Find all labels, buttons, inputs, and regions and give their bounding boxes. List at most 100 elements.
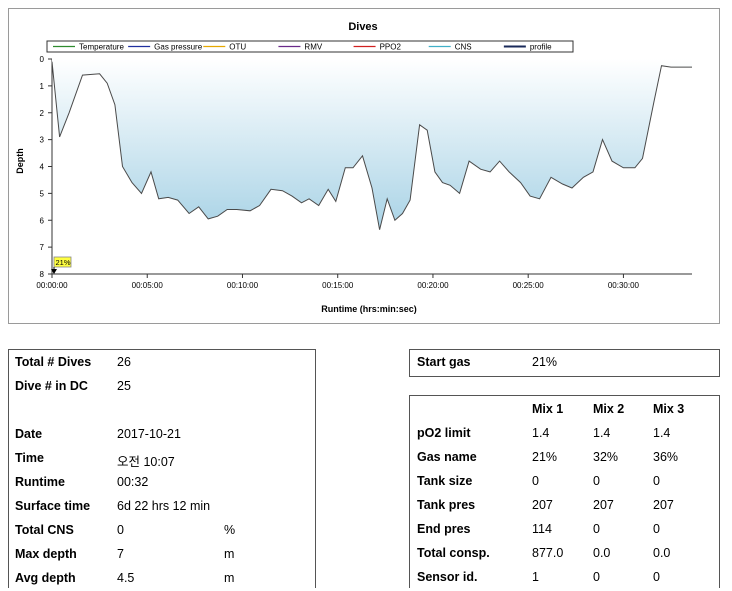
stat-row: Total CNS 0% [9,519,315,543]
stat-row: Time 오전 10:07 [9,447,315,471]
stat-unit: m [224,547,235,561]
stat-value: 2017-10-21 [117,427,181,441]
mix-row: pO2 limit 1.4 1.4 1.4 [410,422,719,446]
stat-value: 7 [117,547,124,561]
stat-value: 00:32 [117,475,149,489]
x-tick-label: 00:00:00 [36,281,68,290]
mix-row-label: Total consp. [417,546,490,560]
mix-1-value: 114 [532,522,552,536]
start-gas-panel: Start gas 21% [409,349,720,377]
mix-1-value: 21% [532,450,558,464]
legend-item: OTU [229,43,246,52]
mix-3-value: 0 [653,522,660,536]
mix-row: Tank pres 207 207 207 [410,494,719,518]
mix-row: Gas name 21% 32% 36% [410,446,719,470]
mix-row-label: Tank size [417,474,473,488]
stat-label: Runtime [15,475,65,489]
mix-1-value: 1 [532,570,539,584]
mix-row-label: pO2 limit [417,426,471,440]
legend-item: Gas pressure [154,43,203,52]
stat-label: Dive # in DC [15,379,88,393]
mix-2-value: 0 [593,522,600,536]
stat-value: 4.5 [117,571,135,585]
x-tick-label: 00:30:00 [608,281,640,290]
chart-legend: Temperature Gas pressure OTU RMV PPO2 CNS prof… [46,40,574,53]
mix-row: Total consp. 877.0 0.0 0.0 [410,542,719,566]
y-axis-label: Depth [15,148,25,174]
gas-change-marker-label: 21% [56,258,71,267]
stat-value: 25 [117,379,131,393]
y-tick-label: 4 [40,163,45,172]
stat-label: Date [15,427,43,441]
mix-3-value: 0 [653,474,660,488]
y-tick-label: 6 [40,216,45,225]
stat-row: Total # Dives 26 [9,351,315,375]
mix-2-value: 0 [593,474,600,488]
stat-row: Max depth 7 m [9,543,315,567]
y-tick-label: 8 [40,270,45,279]
legend-item: profile [530,43,552,52]
mix-1-value: 1.4 [532,426,550,440]
stat-label: Total CNS [15,523,74,537]
mix-2-value: 0 [593,570,600,584]
stat-row: Dive # in DC 25 [9,375,315,399]
mix-3-value: 1.4 [653,426,671,440]
x-axis-label: Runtime (hrs:min:sec) [321,304,417,314]
profile-series-line [51,61,692,230]
stat-label: Max depth [15,547,77,561]
gas-marker-arrowhead-icon [51,269,57,274]
stat-unit: m [224,571,235,585]
dive-profile-chart-frame: Dives Temperature Gas pressure OTU RMV PPO2 C… [8,8,720,324]
mix-header-row: Mix 1 Mix 2 Mix 3 [410,398,719,422]
dive-profile-chart: Dives Temperature Gas pressure OTU RMV PPO2 C… [15,21,692,314]
mix-2-value: 207 [593,498,614,512]
mix-row-label: End pres [417,522,471,536]
stat-value: 6d 22 hrs 12 min [117,499,211,513]
stat-unit: % [224,523,236,537]
start-gas-label: Start gas [417,355,471,369]
stat-value: 26 [117,355,131,369]
y-tick-label: 0 [40,55,45,64]
mix-1-value: 207 [532,498,553,512]
start-gas-value: 21% [532,355,558,369]
legend-box [46,40,574,53]
mix-row: Sensor id. 1 0 0 [410,566,719,590]
mix-2-value: 0.0 [593,546,611,560]
mix-row: End pres 114 0 0 [410,518,719,542]
legend-item: PPO2 [380,43,402,52]
stat-label: Surface time [15,499,91,513]
x-tick-label: 00:05:00 [132,281,164,290]
stat-label: Total # Dives [15,355,92,369]
mix-3-header: Mix 3 [653,402,685,416]
legend-item: Temperature [79,43,124,52]
legend-item: CNS [455,43,472,52]
profile-area [52,59,692,230]
mix-3-value: 0.0 [653,546,671,560]
stat-label: Time [15,451,44,465]
stat-row: Surface time 6d 22 hrs 12 min [9,495,315,519]
x-tick-label: 00:15:00 [322,281,354,290]
mix-2-header: Mix 2 [593,402,625,416]
mix-3-value: 0 [653,570,660,584]
y-tick-label: 1 [40,82,45,91]
x-tick-label: 00:20:00 [417,281,449,290]
mix-row-label: Tank pres [417,498,476,512]
dive-info-panel: Total # Dives 26 Dive # in DC 25 Date 2017-10… [8,349,316,588]
mix-row-label: Gas name [417,450,477,464]
mix-2-value: 1.4 [593,426,611,440]
x-tick-label: 00:25:00 [513,281,545,290]
stat-label: Avg depth [15,571,76,585]
stat-value: 오전 10:07 [117,455,175,469]
y-tick-label: 5 [40,189,45,198]
mix-1-value: 0 [532,474,539,488]
mix-1-value: 877.0 [532,546,564,560]
plot-area: 0 1 2 3 4 5 6 7 8 00:00:00 00:05:00 00:10:00 00:15:0… [36,55,692,290]
legend-item: RMV [304,43,322,52]
mix-1-header: Mix 1 [532,402,564,416]
gas-mix-panel: Mix 1 Mix 2 Mix 3 pO2 limit 1.4 1.4 1.4 Gas … [409,395,720,588]
stat-row: Date 2017-10-21 [9,423,315,447]
y-tick-label: 7 [40,243,45,252]
mix-2-value: 32% [593,450,619,464]
y-tick-label: 3 [40,136,45,145]
stat-row: Runtime 00:32 [9,471,315,495]
